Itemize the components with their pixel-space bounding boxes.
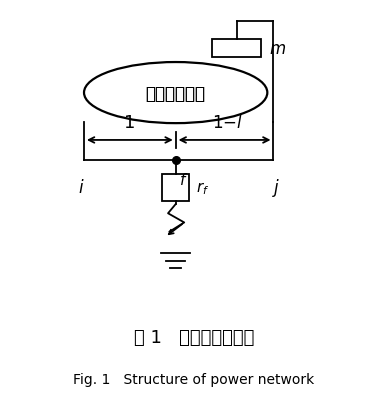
Bar xyxy=(162,174,189,202)
Text: 图 1   电网结构示意图: 图 1 电网结构示意图 xyxy=(134,328,254,346)
Text: 电力系统网架: 电力系统网架 xyxy=(146,84,206,102)
Bar xyxy=(212,40,261,58)
Text: j: j xyxy=(274,179,279,196)
Text: $r_f$: $r_f$ xyxy=(196,180,209,196)
Text: 1$-$$\it{l}$: 1$-$$\it{l}$ xyxy=(212,113,243,132)
Text: 电力系统网架: 电力系统网架 xyxy=(146,84,206,102)
Text: $\it{m}$: $\it{m}$ xyxy=(269,40,286,58)
Text: i: i xyxy=(79,179,83,196)
Text: 1: 1 xyxy=(124,113,135,132)
Text: f: f xyxy=(180,172,185,188)
Text: Fig. 1   Structure of power network: Fig. 1 Structure of power network xyxy=(73,372,315,386)
